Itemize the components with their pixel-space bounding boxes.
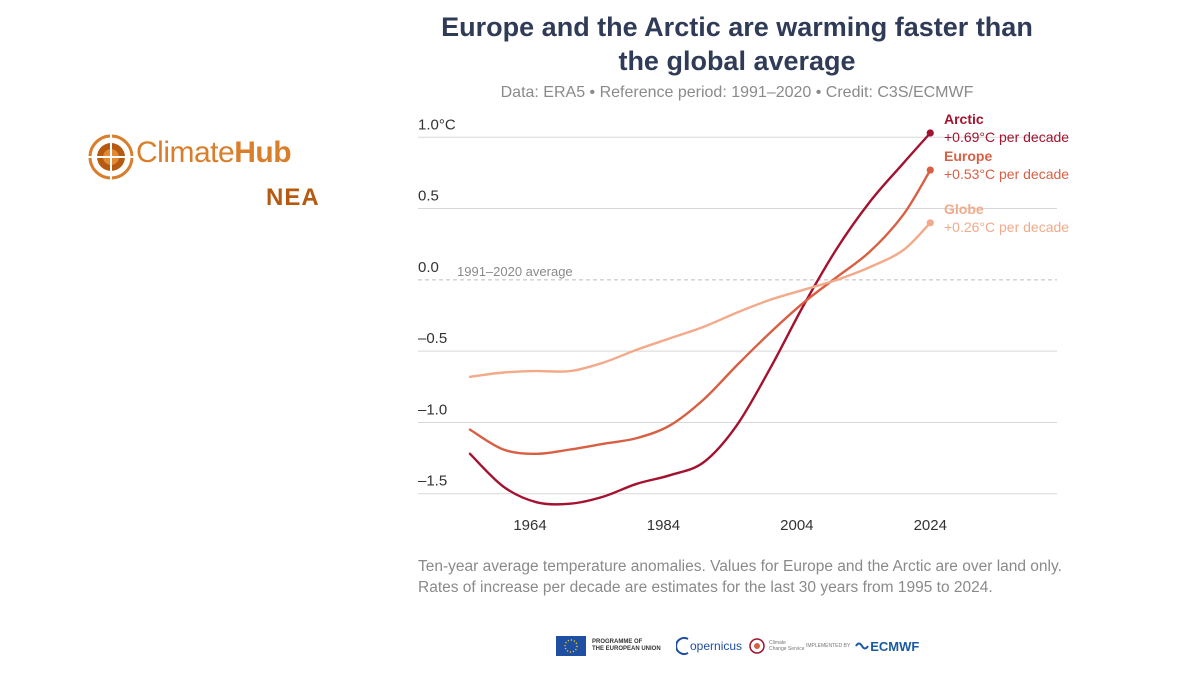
chart-subtitle: Data: ERA5 • Reference period: 1991–2020… [500, 84, 974, 101]
series-labels: Arctic +0.69°C per decade Europe +0.53°C pe… [944, 111, 1069, 235]
europe-series-name: Europe [944, 148, 992, 164]
y-tick-label: 0.5 [418, 188, 439, 205]
eu-text-2: THE EUROPEAN UNION [592, 646, 661, 652]
logo-wordmark: ClimateHub [136, 136, 292, 170]
logo-name-part1: Climate [136, 136, 235, 169]
caption-line-1: Ten-year average temperature anomalies. … [418, 558, 1062, 575]
y-tick-label: –0.5 [418, 330, 447, 347]
logo-name-part2: Hub [234, 136, 292, 169]
reference-label: 1991–2020 average [457, 264, 573, 279]
globe-series-rate: +0.26°C per decade [944, 219, 1069, 235]
y-tick-label: –1.5 [418, 473, 447, 490]
x-tick-label: 1984 [647, 517, 680, 534]
europe-series-rate: +0.53°C per decade [944, 166, 1069, 182]
c3s-logo: Climate Change Service [748, 632, 805, 660]
copernicus-logo: opernicus [676, 632, 742, 660]
implemented-by-text: IMPLEMENTED BY [806, 643, 851, 649]
europe-end-point [926, 166, 934, 174]
x-axis: 1964 1984 2004 2024 [513, 517, 947, 534]
europe-series-line [468, 168, 932, 456]
climatehub-logo: ClimateHub NEA [88, 130, 338, 220]
ecmwf-logo: IMPLEMENTED BY ECMWF [806, 632, 919, 660]
x-tick-label: 2024 [914, 517, 947, 534]
arctic-series-line [468, 131, 932, 506]
eu-text-1: PROGRAMME OF [592, 639, 643, 645]
caption-line-2: Rates of increase per decade are estimat… [418, 579, 993, 596]
logo-subtitle: NEA [266, 184, 320, 211]
eu-logo: PROGRAMME OF THE EUROPEAN UNION [556, 632, 661, 660]
title-line-1: Europe and the Arctic are warming faster… [441, 12, 1033, 42]
globe-series-line [468, 221, 932, 378]
line-chart: 1.0°C 0.5 0.0 –0.5 –1.0 –1.5 1964 1984 2004 2024… [418, 111, 1069, 534]
series-lines [468, 129, 934, 506]
y-tick-label: 0.0 [418, 259, 439, 276]
ecmwf-mark-icon [855, 642, 870, 650]
copernicus-text: opernicus [690, 639, 743, 653]
grid [418, 136, 1057, 495]
c3s-icon [749, 638, 765, 654]
ecmwf-text: ECMWF [870, 638, 920, 654]
copernicus-c-icon [676, 637, 689, 655]
caption: Ten-year average temperature anomalies. … [418, 556, 1118, 598]
target-logo-icon [88, 134, 134, 180]
eu-flag-icon [556, 636, 586, 656]
footer-logos: PROGRAMME OF THE EUROPEAN UNION opernicu… [556, 632, 976, 660]
c3s-text-2: Change Service [769, 646, 805, 652]
arctic-end-point [926, 129, 934, 137]
x-tick-label: 2004 [780, 517, 813, 534]
globe-series-name: Globe [944, 201, 984, 217]
c3s-text-1: Climate [769, 640, 786, 646]
y-tick-label: –1.0 [418, 401, 447, 418]
y-axis: 1.0°C 0.5 0.0 –0.5 –1.0 –1.5 [418, 116, 456, 489]
y-tick-label: 1.0°C [418, 116, 456, 133]
x-tick-label: 1964 [513, 517, 546, 534]
chart-title: Europe and the Arctic are warming faster… [400, 10, 1074, 78]
arctic-series-name: Arctic [944, 111, 984, 127]
arctic-series-rate: +0.69°C per decade [944, 129, 1069, 145]
title-line-2: the global average [618, 46, 856, 76]
globe-end-point [926, 219, 934, 227]
